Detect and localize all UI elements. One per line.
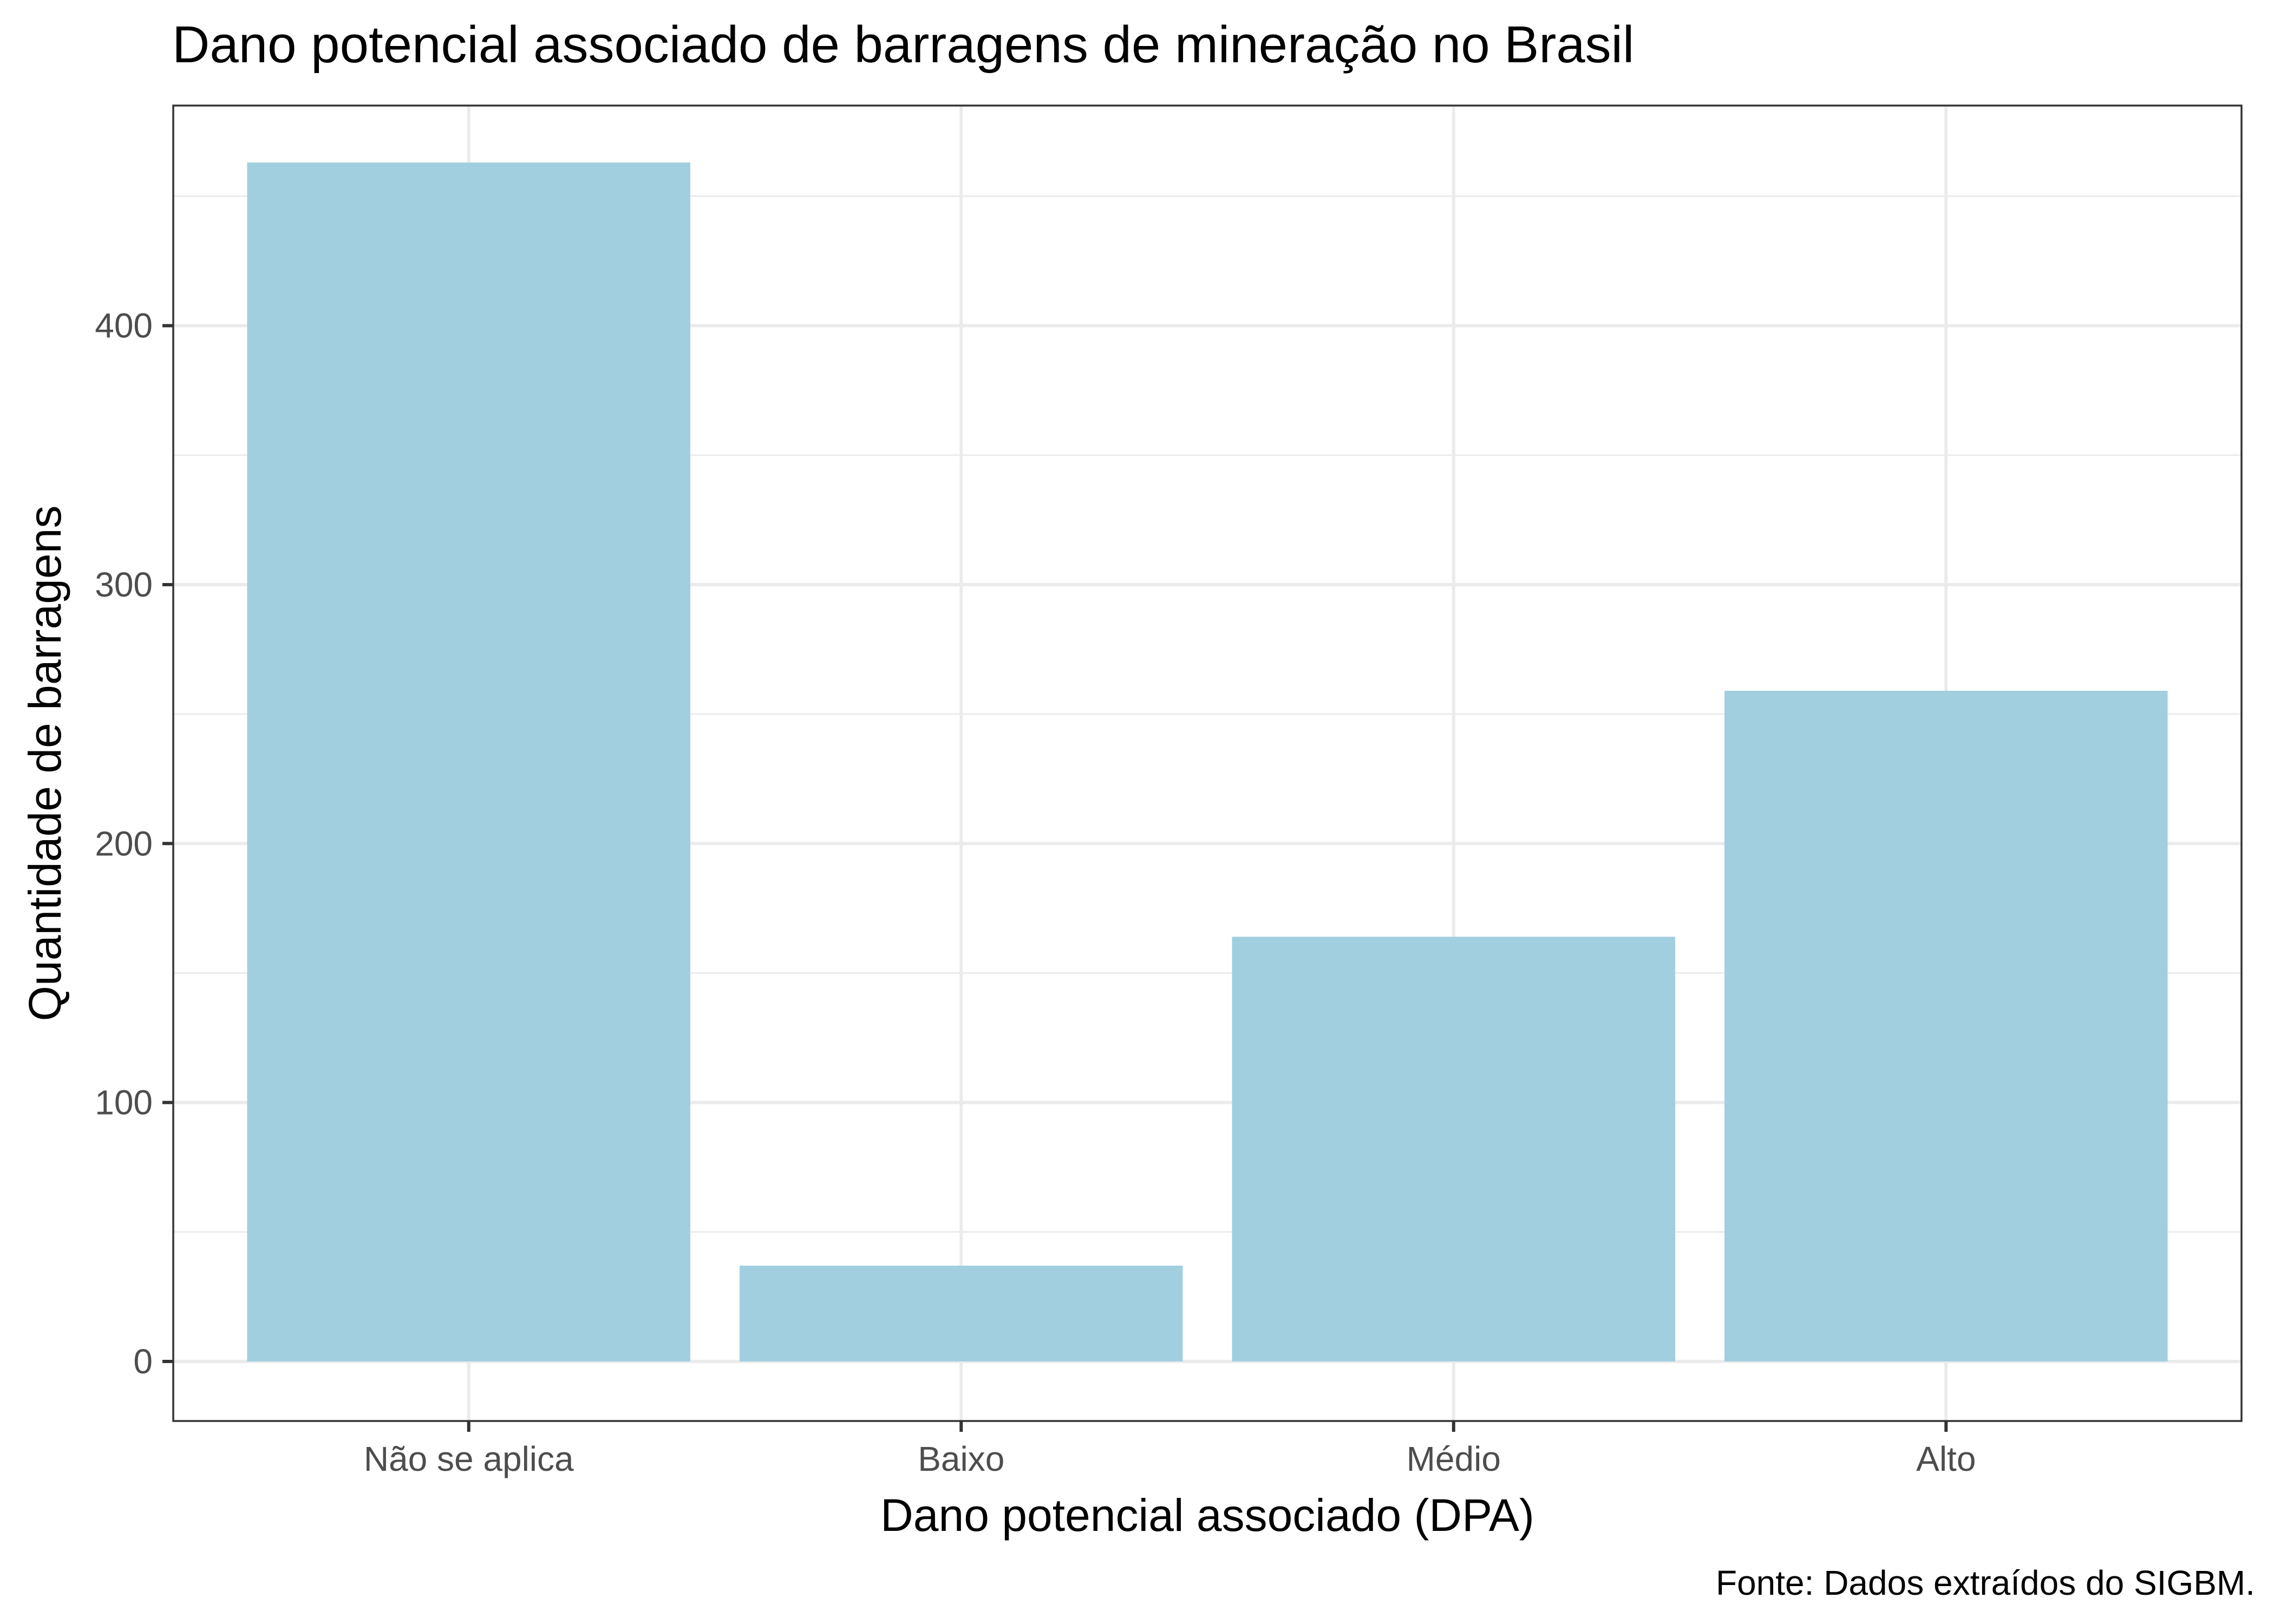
y-tick-label: 0 xyxy=(133,1342,153,1381)
y-tick-label: 100 xyxy=(95,1083,153,1122)
y-tick-label: 400 xyxy=(95,306,153,345)
plot-panel xyxy=(172,104,2243,1422)
x-tick-label: Baixo xyxy=(918,1439,1004,1478)
x-tick-label: Não se aplica xyxy=(364,1439,574,1478)
x-tick-label: Médio xyxy=(1407,1439,1501,1478)
x-tick-label: Alto xyxy=(1916,1439,1976,1478)
y-tick-label: 300 xyxy=(95,565,153,604)
bars xyxy=(247,162,2168,1361)
x-axis-title: Dano potencial associado (DPA) xyxy=(880,1490,1534,1541)
panel-border xyxy=(172,104,2243,1422)
y-tick-label: 200 xyxy=(95,824,153,863)
x-axis: Não se aplica Baixo Médio Alto xyxy=(364,1421,1976,1478)
chart-title: Dano potencial associado de barragens de… xyxy=(172,16,1634,74)
bar xyxy=(1232,937,1676,1361)
y-axis-title: Quantidade de barragens xyxy=(19,506,70,1021)
y-axis: 0 100 200 300 400 xyxy=(95,306,173,1381)
bar xyxy=(1724,691,2168,1361)
bar xyxy=(739,1265,1183,1361)
chart-caption: Fonte: Dados extraídos do SIGBM. xyxy=(1716,1563,2255,1602)
bar xyxy=(247,162,690,1361)
